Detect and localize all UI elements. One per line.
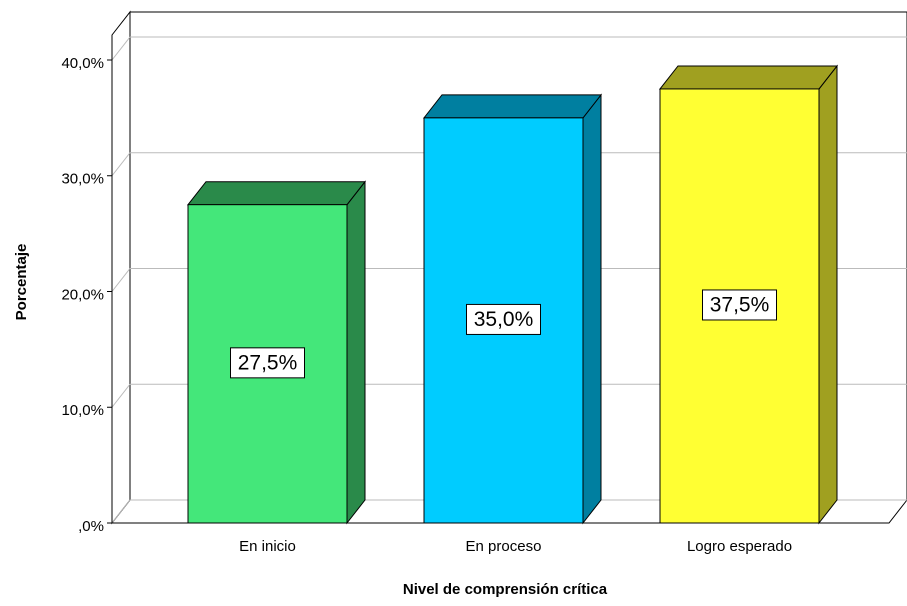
grid-line: [111, 268, 131, 292]
y-tick-label: 30,0%: [61, 171, 104, 188]
value-label: 27,5%: [238, 351, 298, 374]
value-label-box: [466, 303, 541, 335]
value-label: 35,0%: [474, 308, 534, 331]
bar-top: [422, 94, 603, 119]
x-tick-label: Logro esperado: [687, 538, 792, 555]
y-tick-label: 20,0%: [61, 286, 104, 303]
grid-line: [111, 36, 131, 61]
y-axis-title: Porcentaje: [13, 244, 30, 321]
x-tick-label: En proceso: [466, 538, 542, 555]
side-wall: [111, 10, 131, 525]
grid-line: [111, 499, 131, 524]
bar-top: [658, 65, 839, 90]
value-label: 37,5%: [710, 294, 770, 317]
x-axis-title: Nivel de comprensión crítica: [403, 581, 608, 598]
grid-line: [111, 152, 131, 177]
y-tick-label: 10,0%: [61, 402, 104, 419]
bar-side: [582, 93, 602, 525]
grid-line: [111, 383, 131, 408]
value-label-box: [702, 289, 777, 321]
bar-top: [186, 181, 367, 206]
y-tick-label: 40,0%: [61, 55, 104, 72]
x-tick-label: En inicio: [239, 538, 296, 555]
y-tick-label: ,0%: [78, 518, 104, 535]
bar-side: [346, 180, 366, 525]
value-label-box: [230, 347, 305, 379]
bar-side: [818, 64, 838, 525]
